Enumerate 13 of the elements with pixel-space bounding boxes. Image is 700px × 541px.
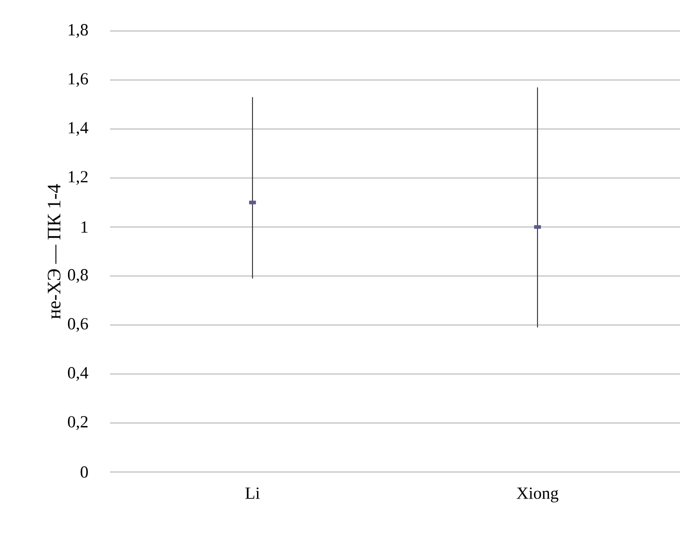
y-tick-label: 1,2 bbox=[68, 171, 88, 185]
y-tick-label: 0 bbox=[80, 466, 88, 478]
x-tick-label: Xiong bbox=[516, 488, 558, 502]
y-tick-label: 1,6 bbox=[68, 73, 88, 87]
y-tick-label: 0,6 bbox=[68, 318, 88, 332]
y-tick-label: 0,8 bbox=[68, 269, 88, 283]
x-tick-label: Li bbox=[245, 488, 260, 499]
y-axis-title: не-ХЭ — ПК 1-4 bbox=[48, 184, 60, 319]
y-tick-label: 1,8 bbox=[68, 24, 88, 38]
y-tick-label: 1,4 bbox=[68, 122, 88, 136]
y-tick-label: 0,2 bbox=[68, 416, 88, 430]
y-tick-label: 1 bbox=[81, 221, 88, 233]
y-tick-label: 0,4 bbox=[68, 367, 88, 381]
